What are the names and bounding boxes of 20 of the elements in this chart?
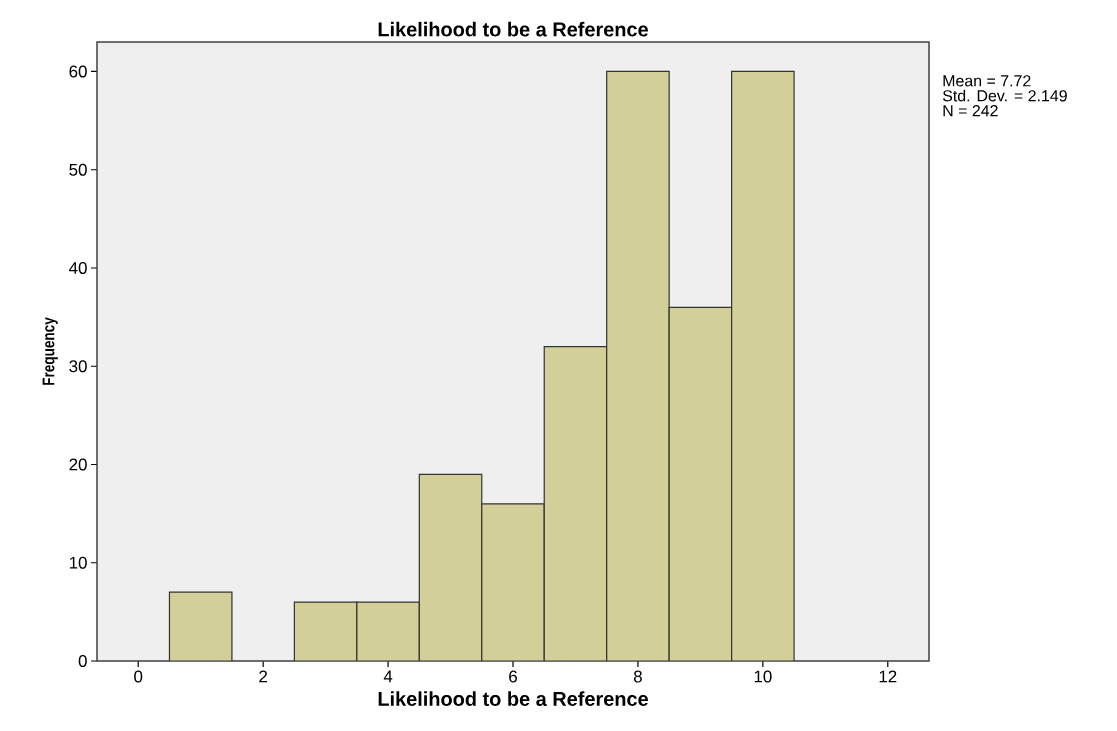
x-tick-label: 6 [509,670,517,683]
y-tick-label: 30 [69,360,87,373]
x-tick-label: 2 [259,670,268,683]
text: Std. Dev. = 2.149 [942,89,1067,102]
x-tick-label: 0 [134,670,143,683]
x-tick-label: 12 [879,670,897,683]
y-axis-title: Frequency [42,317,58,385]
y-tick-label: 0 [78,655,87,667]
chart-title: Likelihood to be a Reference [378,21,648,37]
y-tick-label: 10 [69,556,87,569]
y-tick-label: 60 [69,65,87,78]
y-tick-label: 40 [69,261,87,274]
x-tick-label: 4 [383,670,393,683]
y-tick-label: 50 [69,163,87,176]
text: N = 242 [943,105,998,117]
text: Mean = 7.72 [943,75,1031,87]
x-axis-title: Likelihood to be a Reference [378,691,648,706]
x-tick-label: 10 [754,670,772,683]
x-tick-label: 8 [633,670,642,683]
y-tick-label: 20 [69,458,87,471]
